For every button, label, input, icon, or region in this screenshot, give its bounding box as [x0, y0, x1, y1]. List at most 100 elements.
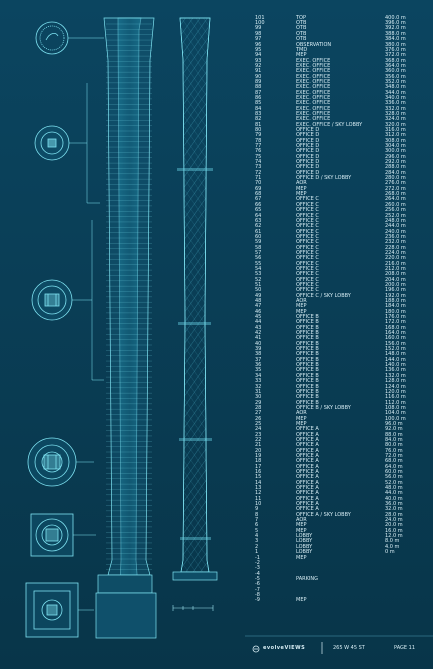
floor-row: 50 OFFICE C 196.0 m — [255, 287, 430, 294]
floor-height: 140.0 m — [385, 362, 406, 369]
floor-use: MEP — [296, 308, 307, 315]
floor-row: 78 OFFICE D 308.0 m — [255, 137, 430, 144]
floor-height: 12.0 m — [385, 533, 403, 540]
floor-row: 12 OFFICE A 44.0 m — [255, 490, 430, 497]
floor-number: 29 — [255, 399, 262, 406]
floor-row: 88 EXEC. OFFICE 348.0 m — [255, 84, 430, 90]
floor-use: MEP — [296, 185, 307, 192]
floor-number: 98 — [255, 30, 262, 37]
floor-number: -4 — [255, 570, 260, 577]
floor-number: 40 — [255, 340, 262, 347]
floor-number: 86 — [255, 94, 262, 101]
floor-number: 80 — [255, 127, 262, 134]
floor-row: 72 OFFICE D 284.0 m — [255, 170, 430, 176]
floor-height: 36.0 m — [385, 501, 403, 508]
floor-use: OFFICE B — [296, 372, 319, 379]
floor-row: 1 LOBBY 0 m — [255, 549, 430, 555]
floor-use: OFFICE A — [296, 474, 319, 481]
floor-number: 12 — [255, 490, 262, 497]
brand-name: evolveVIEWS — [263, 645, 306, 651]
floor-height: 68.0 m — [385, 458, 403, 465]
floor-number: 37 — [255, 356, 262, 363]
floor-height: 180.0 m — [385, 308, 406, 315]
floor-row: 20 OFFICE A 76.0 m — [255, 447, 430, 454]
floor-height: 32.0 m — [385, 506, 403, 513]
floor-row: 51 OFFICE C 200.0 m — [255, 282, 430, 288]
floor-use: OFFICE D — [296, 132, 320, 139]
floor-use: OFFICE A — [296, 447, 319, 454]
floor-number: -5 — [255, 575, 260, 582]
floor-height: 196.0 m — [385, 287, 406, 294]
floor-row: 75 OFFICE D 296.0 m — [255, 154, 430, 160]
floor-height: 176.0 m — [385, 314, 406, 321]
floor-height: 224.0 m — [385, 249, 406, 256]
floor-height: 320.0 m — [385, 121, 406, 128]
floor-number: 2 — [255, 543, 259, 550]
floor-height: 324.0 m — [385, 116, 406, 123]
floor-height: 8.0 m — [385, 538, 400, 545]
floor-number: 101 — [255, 14, 265, 21]
floor-number: 87 — [255, 89, 262, 96]
floor-use: OFFICE D — [296, 127, 320, 134]
floor-use: OFFICE D — [296, 137, 320, 144]
section-tower — [95, 17, 157, 639]
floor-number: 95 — [255, 46, 262, 53]
plan-upper — [34, 83, 100, 204]
floor-height: 244.0 m — [385, 223, 406, 230]
floor-row: 24 OFFICE A 92.0 m — [255, 426, 430, 432]
floor-use: OFFICE C / SKY LOBBY — [296, 292, 351, 299]
floor-height: 372.0 m — [385, 52, 406, 59]
floor-row: 66 OFFICE C 260.0 m — [255, 202, 430, 208]
floor-row: 2 LOBBY 4.0 m — [255, 543, 430, 550]
floor-row: 56 OFFICE C 220.0 m — [255, 255, 430, 261]
floor-use: OFFICE B — [296, 399, 319, 406]
floor-use: OBSERVATION — [296, 41, 332, 48]
floor-row: 41 OFFICE B 160.0 m — [255, 335, 430, 341]
floor-use: OFFICE C — [296, 207, 319, 214]
floor-row: 55 OFFICE C 216.0 m — [255, 261, 430, 267]
floor-number: 14 — [255, 479, 262, 486]
floor-number: 16 — [255, 469, 262, 476]
floor-row: 37 OFFICE B 144.0 m — [255, 356, 430, 363]
floor-row: -5 PARKING — [255, 575, 430, 582]
floor-use: OFFICE B — [296, 362, 319, 369]
floor-use: OFFICE A — [296, 501, 319, 508]
floor-number: 21 — [255, 442, 262, 449]
floor-row: 15 OFFICE A 56.0 m — [255, 474, 430, 481]
floor-number: 4 — [255, 533, 259, 540]
floor-use: LOBBY — [296, 538, 313, 545]
floor-use: EXEC. OFFICE — [296, 62, 331, 69]
elevation-tower — [172, 17, 218, 581]
floor-number: 49 — [255, 292, 262, 299]
floor-use: OFFICE A — [296, 458, 319, 465]
floor-row: 19 OFFICE A 72.0 m — [255, 453, 430, 459]
floor-row: 62 OFFICE C 244.0 m — [255, 223, 430, 230]
floor-height: 52.0 m — [385, 479, 403, 486]
floor-row: 90 EXEC. OFFICE 356.0 m — [255, 74, 430, 80]
floor-height: 20.0 m — [385, 522, 403, 529]
floor-use: AOR — [296, 410, 307, 417]
floor-height: 240.0 m — [385, 228, 406, 235]
floor-height: 232.0 m — [385, 239, 406, 246]
floor-height: 56.0 m — [385, 474, 403, 481]
floor-number: 74 — [255, 159, 262, 166]
floor-number: 67 — [255, 196, 262, 203]
floor-row: 44 OFFICE B 172.0 m — [255, 319, 430, 326]
plan-middle — [31, 220, 104, 381]
floor-number: 45 — [255, 314, 262, 321]
floor-number: 61 — [255, 228, 262, 235]
floor-height: 272.0 m — [385, 185, 406, 192]
floor-number: 57 — [255, 249, 262, 256]
floor-use: OFFICE B — [296, 330, 319, 337]
floor-row: -8 — [255, 592, 430, 598]
floor-row: 84 EXEC. OFFICE 332.0 m — [255, 106, 430, 112]
floor-number: 100 — [255, 20, 265, 27]
floor-number: -1 — [255, 554, 260, 561]
floor-row: -3 — [255, 565, 430, 571]
floor-number: 96 — [255, 41, 262, 48]
floor-use: OFFICE A — [296, 485, 319, 492]
floor-row: 16 OFFICE A 60.0 m — [255, 469, 430, 476]
floor-row: 54 OFFICE C 212.0 m — [255, 266, 430, 272]
floor-use: OFFICE B — [296, 319, 319, 326]
